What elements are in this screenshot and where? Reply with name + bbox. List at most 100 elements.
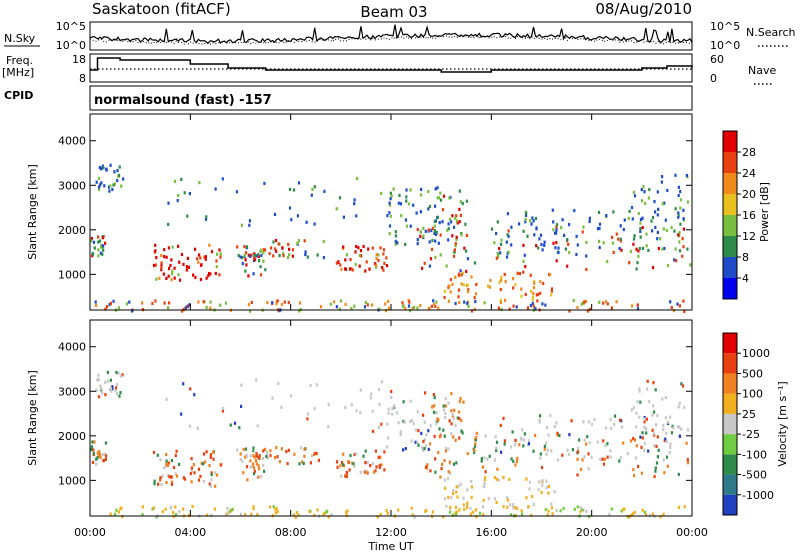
power-cell: [524, 218, 527, 222]
velocity-cell: [294, 515, 297, 519]
velocity-cell: [483, 478, 486, 482]
power-cell: [243, 253, 246, 257]
velocity-cell: [214, 484, 217, 488]
power-cell: [615, 300, 618, 304]
power-cell: [531, 216, 534, 220]
power-cell: [283, 300, 286, 304]
velocity-cell: [166, 463, 170, 467]
velocity-cell: [434, 470, 437, 474]
power-cell: [244, 258, 247, 262]
power-cell: [524, 292, 527, 296]
velocity-cell: [450, 496, 453, 500]
power-cell: [154, 243, 157, 247]
velocity-cell: [271, 396, 274, 400]
power-cell: [207, 274, 210, 278]
power-cell: [416, 238, 419, 242]
power-cell: [371, 246, 374, 250]
velocity-cell: [306, 412, 309, 416]
velocity-cell: [458, 399, 461, 404]
power-cell: [99, 251, 102, 255]
power-cell: [209, 300, 212, 304]
power-cell: [419, 234, 422, 238]
velocity-cell: [497, 478, 500, 482]
power-cell: [428, 306, 431, 310]
power-cell: [439, 198, 443, 202]
velocity-cell: [472, 510, 475, 514]
power-cell: [670, 306, 673, 310]
velocity-cell: [434, 457, 437, 461]
velocity-cell: [424, 391, 427, 395]
velocity-cell: [253, 469, 256, 473]
velocity-cell: [484, 470, 487, 474]
velocity-cell: [455, 461, 458, 465]
velocity-cell: [473, 448, 476, 452]
power-cell: [637, 249, 640, 253]
velocity-cell: [662, 512, 665, 516]
power-cell: [606, 302, 609, 306]
power-cell: [363, 305, 367, 309]
velocity-cell: [510, 457, 513, 461]
velocity-cell: [582, 420, 585, 424]
power-cell: [633, 237, 636, 241]
power-cell: [439, 253, 442, 257]
velocity-cell: [566, 448, 569, 452]
power-cell: [495, 256, 498, 260]
velocity-cell: [390, 395, 393, 400]
velocity-cell: [377, 455, 380, 459]
power-cell: [120, 184, 123, 188]
frequency-traces: [90, 57, 693, 73]
velocity-cell: [287, 448, 290, 452]
velocity-cell: [685, 441, 688, 445]
velocity-cell: [463, 507, 466, 511]
velocity-cell: [255, 453, 258, 458]
velocity-cell: [541, 483, 544, 487]
velocity-cell: [175, 474, 178, 478]
velocity-cell: [506, 496, 509, 500]
velocity-cell: [416, 410, 419, 414]
power-cell: [98, 239, 102, 243]
velocity-cell: [648, 400, 651, 404]
power-cell: [95, 180, 98, 184]
power-cell: [435, 231, 438, 235]
power-cell: [247, 274, 250, 278]
power-cell: [358, 253, 361, 258]
velocity-cell: [657, 448, 660, 452]
power-cell: [566, 264, 569, 268]
power-cell: [297, 181, 301, 185]
power-cell: [452, 254, 456, 258]
velocity-cell: [550, 502, 553, 506]
power-cell: [463, 246, 466, 250]
power-cell: [448, 196, 451, 200]
velocity-cell: [98, 453, 101, 457]
velocity-cell: [413, 515, 416, 519]
power-cell: [459, 213, 462, 217]
velocity-cell: [447, 447, 450, 451]
power-cell: [202, 300, 205, 304]
velocity-cell: [346, 509, 349, 513]
power-cell: [245, 245, 249, 249]
velocity-cell: [683, 505, 686, 509]
velocity-cell: [349, 453, 352, 458]
power-cell: [458, 189, 461, 193]
velocity-cell: [443, 434, 446, 438]
power-cell: [388, 201, 391, 205]
velocity-cell: [286, 462, 289, 466]
power-cell: [436, 215, 439, 219]
velocity-cell: [359, 411, 362, 415]
power-cell: [394, 239, 397, 243]
velocity-cell: [371, 462, 375, 466]
power-cell: [611, 235, 614, 239]
velocity-cell: [352, 462, 355, 466]
power-cell: [526, 234, 529, 238]
power-cell: [512, 304, 515, 308]
power-cell: [540, 242, 543, 247]
velocity-cell: [175, 513, 178, 517]
velocity-cell: [167, 474, 170, 478]
velocity-cell: [442, 428, 445, 432]
power-cell: [105, 167, 108, 171]
velocity-cell: [409, 419, 412, 423]
velocity-cell: [593, 418, 596, 422]
x-tick-label: 00:00: [74, 526, 106, 539]
velocity-cell: [466, 452, 469, 456]
power-cell: [447, 299, 450, 303]
